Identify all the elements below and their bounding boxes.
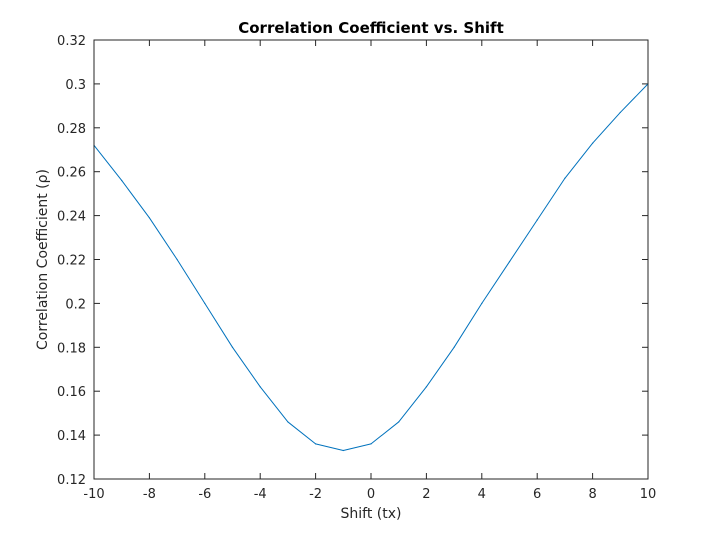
tick-marks: [93, 39, 649, 480]
data-point: [481, 302, 483, 304]
x-tick-label: 10: [640, 487, 657, 502]
y-tick-label: 0.24: [57, 210, 86, 225]
data-point: [508, 261, 511, 263]
data-point: [231, 346, 234, 348]
data-point: [315, 443, 317, 445]
data-point: [398, 421, 400, 423]
y-tick-label: 0.16: [57, 385, 86, 400]
y-tick-label: 0.22: [57, 254, 86, 269]
x-tick-label: 0: [367, 487, 375, 502]
data-point: [259, 386, 261, 388]
y-tick-label: 0.26: [57, 166, 86, 181]
data-point: [453, 346, 455, 348]
y-tick-label: 0.3: [65, 78, 86, 93]
data-point: [592, 142, 594, 144]
series-layer: [93, 83, 649, 452]
y-tick-label: 0.28: [57, 122, 86, 137]
data-point: [342, 449, 344, 452]
x-tick-label: -6: [198, 487, 211, 502]
y-tick-label: 0.32: [57, 34, 86, 49]
x-tick-label: 4: [478, 487, 486, 502]
x-tick-labels: -10 -8 -6 -4 -2 0 2 4 6 8 10: [83, 487, 656, 502]
data-point: [370, 443, 372, 445]
y-tick-label: 0.12: [57, 473, 86, 488]
x-tick-label: -4: [254, 487, 267, 502]
data-point: [564, 177, 566, 179]
y-tick-label: 0.2: [65, 297, 86, 312]
data-point: [204, 302, 206, 304]
data-point: [287, 421, 289, 423]
x-tick-label: 6: [533, 487, 541, 502]
y-tick-label: 0.14: [57, 429, 86, 444]
x-tick-label: -8: [143, 487, 156, 502]
chart-title: Correlation Coefficient vs. Shift: [238, 19, 504, 37]
x-tick-label: 8: [588, 487, 596, 502]
y-axis-label: Correlation Coefficient (ρ): [35, 169, 51, 350]
data-point: [148, 217, 150, 219]
axes-box: [93, 39, 649, 480]
data-point: [536, 219, 538, 221]
data-point: [425, 386, 427, 388]
x-tick-label: -10: [83, 487, 104, 502]
x-axis-label: Shift (tx): [341, 506, 402, 522]
x-tick-label: 2: [422, 487, 430, 502]
data-point: [176, 258, 178, 261]
data-point: [121, 179, 123, 182]
plot-area: [94, 40, 648, 479]
y-tick-label: 0.18: [57, 341, 86, 356]
data-point: [619, 111, 621, 114]
x-tick-label: -2: [309, 487, 322, 502]
y-tick-labels: 0.12 0.14 0.16 0.18 0.2 0.22 0.24 0.26 0.28 0.3 0.…: [57, 34, 86, 488]
